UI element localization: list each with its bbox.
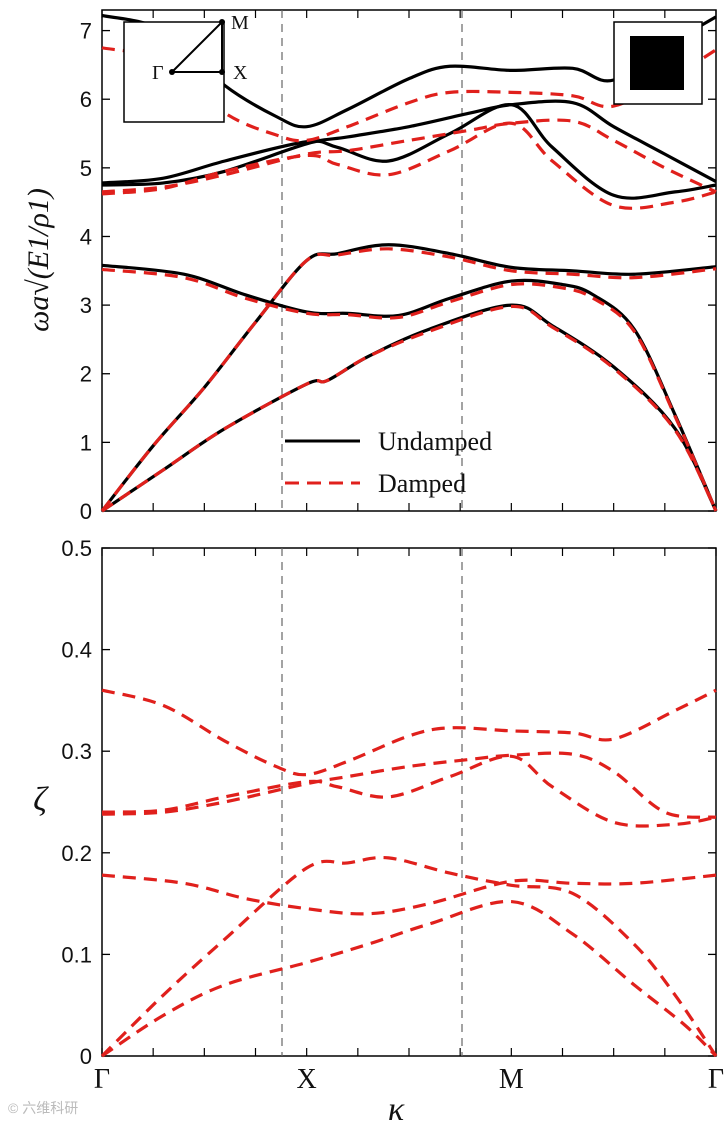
bz-path [171,19,223,73]
bottom-damped-band-4 [101,754,717,828]
top-undamped-band-3 [101,99,717,187]
top-damped-band-3 [101,118,717,194]
top-ytick-label: 5 [80,156,92,181]
bottom-ytick-label: 0 [80,1044,92,1069]
top-y-axis-title: ωa√(E1/ρ1) [22,188,55,332]
top-ytick-label: 1 [80,430,92,455]
damping-panel: 0 0.1 0.2 0.3 0.4 0.5 Γ X M Γ ζ κ [33,536,724,1125]
top-undamped-band-1 [101,303,718,513]
top-ytick-label: 3 [80,293,92,318]
watermark-text: © 六维科研 [8,1100,78,1116]
unit-cell-inclusion [630,36,684,90]
bottom-plot-frame [101,547,717,1057]
legend: Undamped Damped [285,427,492,498]
bottom-ytick-label: 0.5 [61,536,92,561]
top-ytick-label: 6 [80,87,92,112]
bottom-ytick-label: 0.3 [61,739,92,764]
bottom-ytick-label: 0.2 [61,841,92,866]
bottom-y-axis-title: ζ [33,781,49,818]
bottom-damped-band-5 [101,688,717,777]
x-axis-title: κ [388,1091,405,1125]
top-damped-band-0 [100,247,717,512]
legend-undamped-label: Undamped [378,427,492,456]
bz-m-label: M [231,12,249,34]
kpoint-label-3: Γ [708,1064,724,1095]
bz-gamma-label: Γ [152,62,164,84]
top-ytick-label: 7 [80,19,92,44]
bottom-ytick-label: 0.4 [61,638,92,663]
bottom-damped-band-0 [100,855,718,1058]
kpoint-label-0: Γ [94,1064,110,1095]
brillouin-zone-inset: Γ X M [123,12,249,123]
kpoint-label-2: M [499,1064,524,1095]
top-damped-band-2 [101,267,718,512]
top-ytick-label: 0 [80,499,92,524]
bz-gamma-point [169,69,175,75]
legend-damped-label: Damped [378,469,466,498]
top-undamped-band-0 [100,243,717,512]
bottom-damped-band-2 [101,873,717,916]
bz-x-label: X [233,62,248,84]
top-ytick-label: 2 [80,362,92,387]
bz-m-point [219,19,225,25]
kpoint-label-1: X [297,1064,317,1095]
bottom-ytick-label: 0.1 [61,942,92,967]
top-damped-band-4 [101,121,717,210]
bottom-y-ticks: 0 0.1 0.2 0.3 0.4 0.5 [61,536,716,1069]
bottom-damped-band-3 [101,751,717,819]
bottom-series [100,688,718,1058]
bz-x-point [219,69,225,75]
top-undamped-band-4 [101,103,717,200]
unit-cell-inset [613,21,703,105]
top-ytick-label: 4 [80,224,92,249]
top-y-ticks: 0 1 2 3 4 5 6 7 [80,19,716,524]
top-x-ticks [101,10,717,511]
